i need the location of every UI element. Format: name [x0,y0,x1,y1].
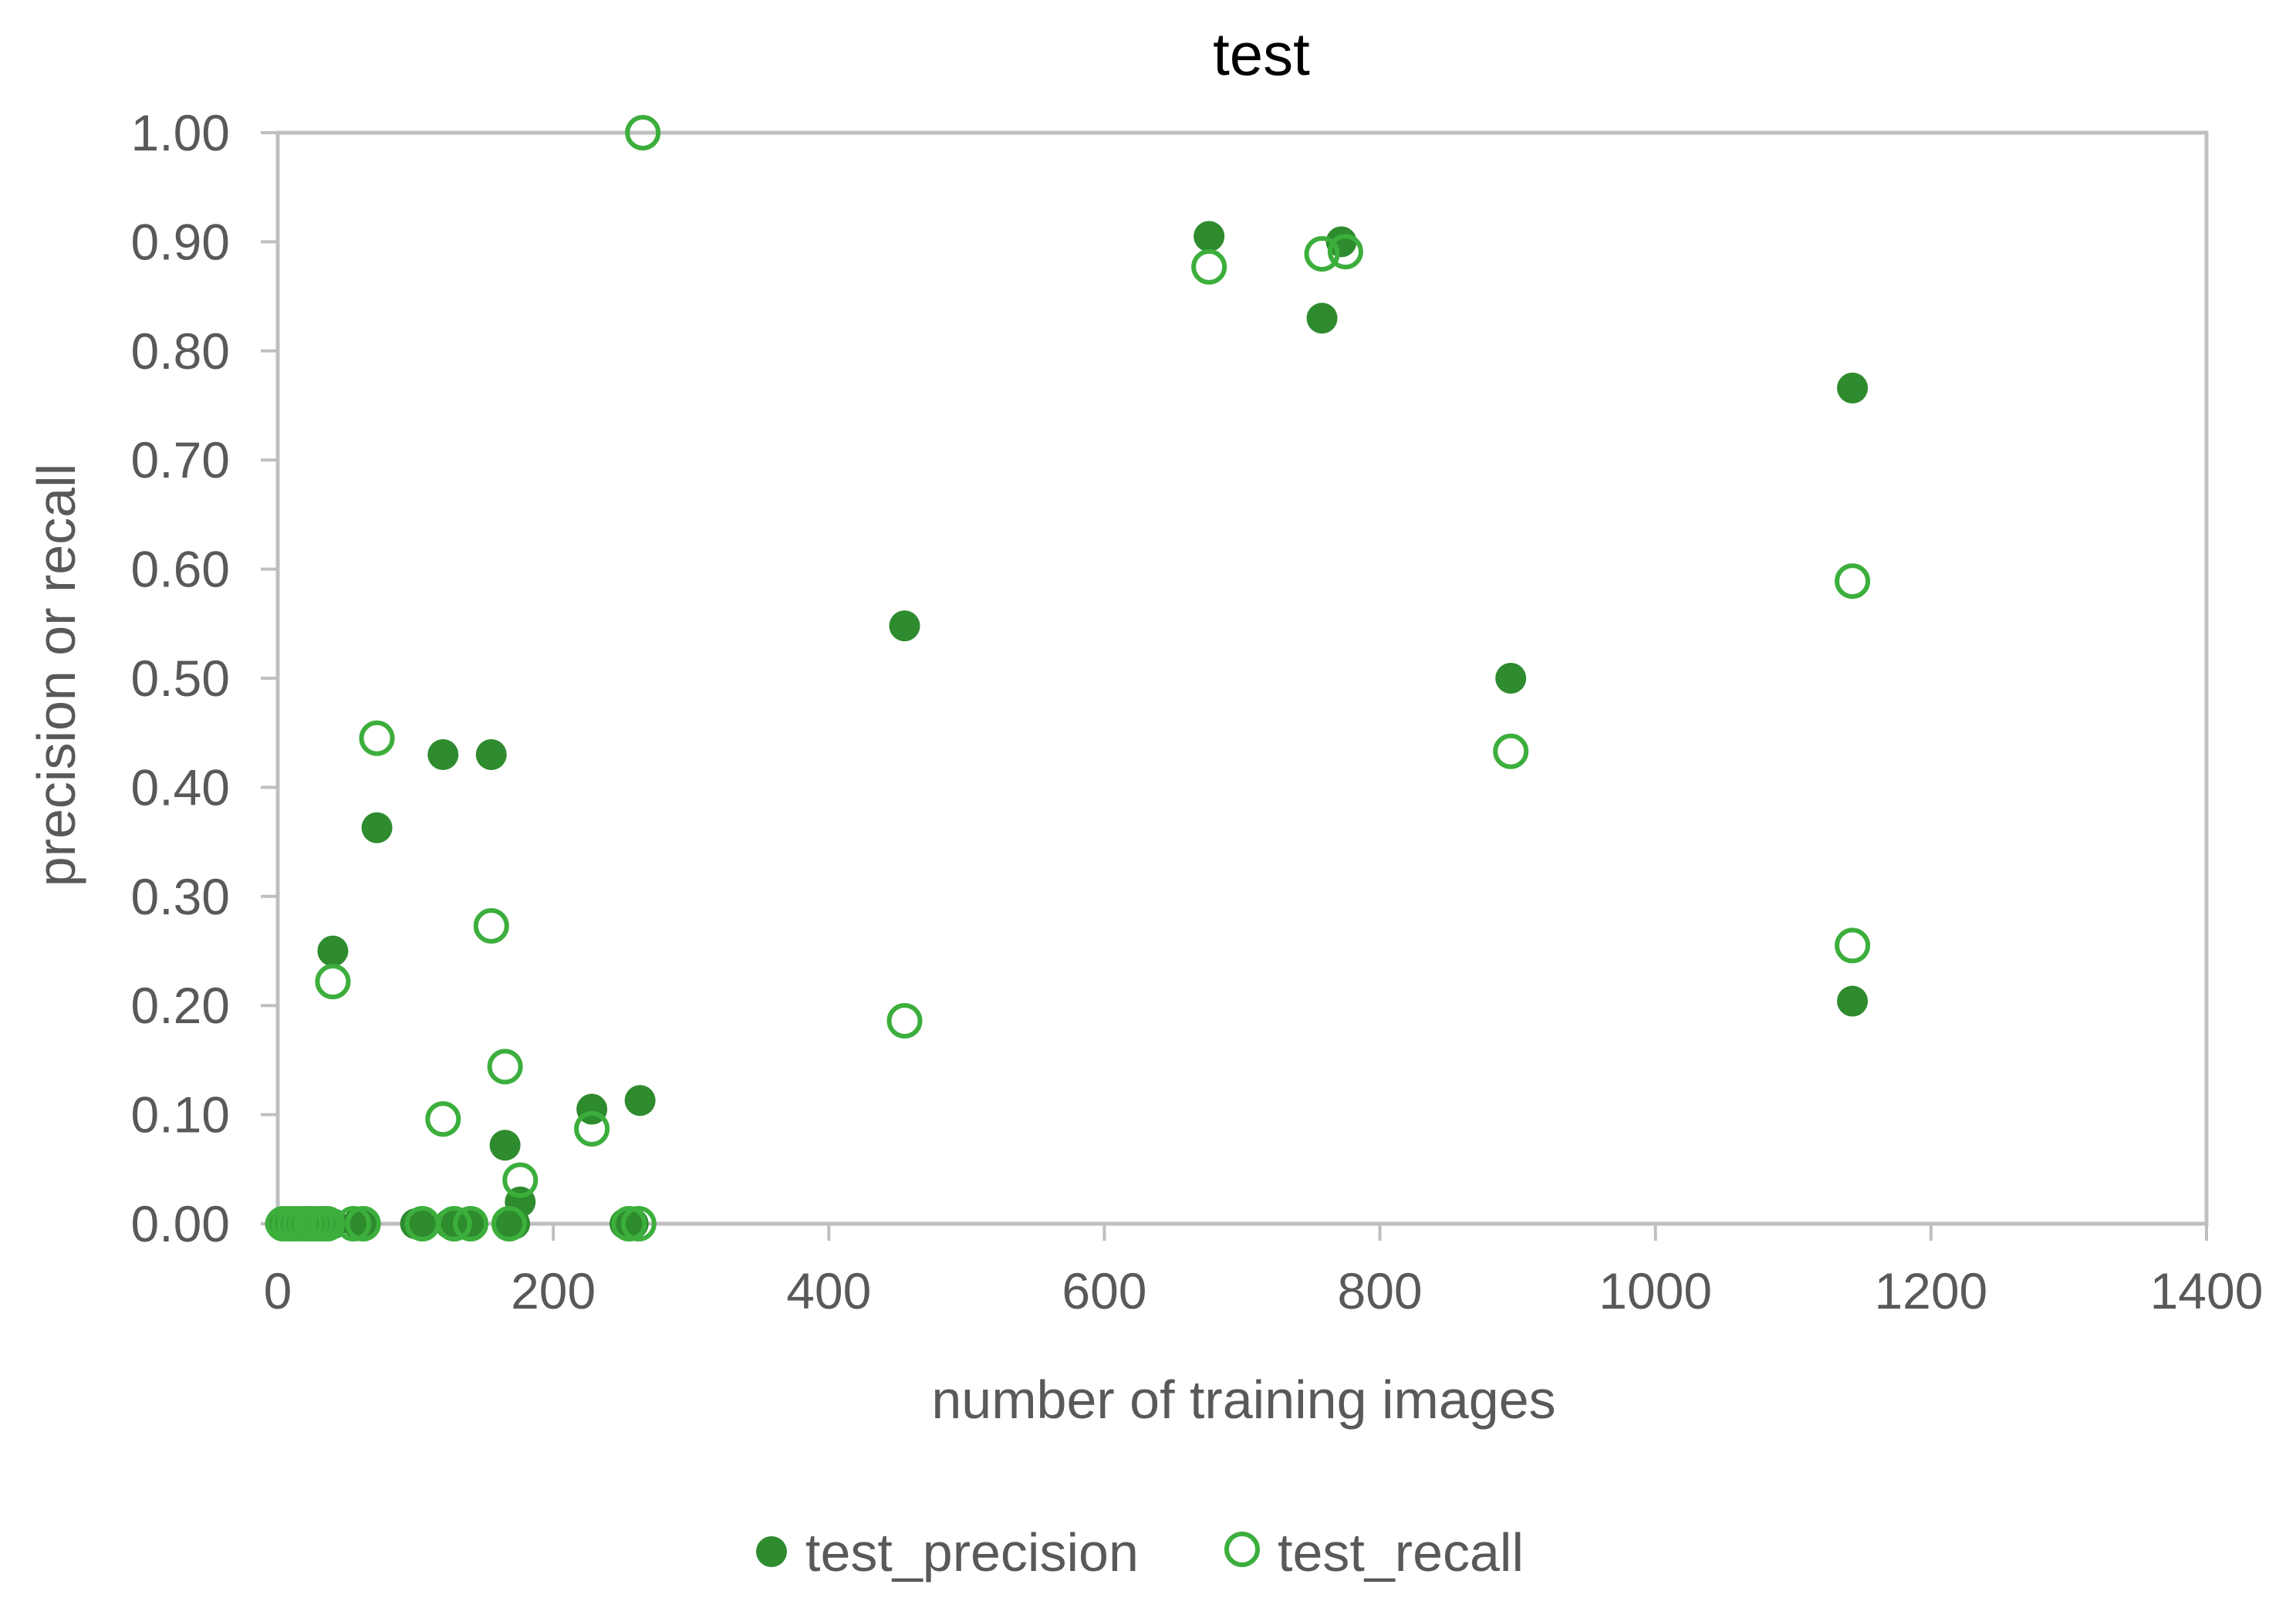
y-tick-label: 0.40 [131,758,230,816]
test_recall-point [309,1206,346,1241]
test_precision-point [407,1208,438,1239]
test_recall-point [345,1206,381,1241]
test_recall-point [425,1101,461,1137]
test_recall-point [1191,248,1227,285]
test_recall-point [886,1002,923,1039]
test_recall-point [359,720,395,756]
y-tick-label: 0.50 [131,650,230,707]
x-tick-label: 1400 [2150,1262,2264,1319]
x-axis-ticks: 0 200 400 600 800 1000 1200 1400 [264,1224,2264,1319]
y-tick-label: 0.20 [131,977,230,1034]
x-tick-label: 400 [786,1262,871,1319]
x-tick-label: 600 [1062,1262,1146,1319]
legend: test_precision test_recall [756,1522,1524,1583]
test_recall-point [491,1206,527,1241]
test_precision-point [427,738,459,770]
y-axis-ticks: 0.00 0.10 0.20 0.30 0.40 0.50 0.60 0.70 0.80 0.90… [131,104,278,1252]
test_recall-point [574,1110,610,1147]
test_precision-point [1495,663,1527,694]
test_recall-point [1835,927,1871,964]
test_recall-point [1304,235,1340,272]
chart-title: test [1213,20,1310,88]
test_precision-point [1306,302,1338,334]
y-tick-label: 0.80 [131,323,230,380]
y-tick-label: 0.60 [131,541,230,598]
test_precision-point [889,610,920,642]
x-tick-label: 1000 [1599,1262,1712,1319]
y-tick-label: 0.00 [131,1195,230,1252]
test_precision-point [1837,985,1869,1017]
test_recall-point [336,1206,372,1241]
test_recall-point [611,1206,647,1241]
test_recall-point [487,1049,523,1085]
y-tick-label: 0.30 [131,868,230,925]
x-tick-label: 800 [1338,1262,1423,1319]
test_precision-point [1837,372,1869,404]
test_precision-point [624,1085,656,1116]
legend-marker-precision [756,1536,787,1567]
y-tick-label: 0.10 [131,1086,230,1144]
test_recall-point [473,907,509,944]
test_recall-point [620,1206,657,1241]
test_precision-point [361,812,393,843]
test_precision-point [489,1130,521,1161]
test_recall-point [1835,563,1871,600]
legend-label-recall: test_recall [1278,1522,1524,1583]
y-axis-label: precision or recall [26,464,86,887]
test_precision-point [347,1208,379,1239]
test_recall-point [502,1162,539,1198]
x-tick-label: 200 [511,1262,596,1319]
y-tick-label: 0.70 [131,431,230,488]
test_precision-point [475,738,507,770]
legend-marker-recall [1224,1532,1260,1567]
test_recall-point [436,1206,472,1241]
y-tick-label: 1.00 [131,104,230,161]
x-tick-label: 0 [264,1262,292,1319]
x-axis-label: number of training images [931,1370,1555,1430]
data-points [265,115,1871,1241]
test_precision-point [1325,226,1357,258]
test_recall-point [453,1206,488,1241]
test_precision-point [1194,221,1225,252]
y-tick-label: 0.90 [131,213,230,270]
test_recall-point [625,115,661,150]
test_recall-point [1493,733,1529,769]
x-tick-label: 1200 [1874,1262,1987,1319]
test_recall-point [315,964,351,1000]
test_precision-point [317,935,349,967]
legend-label-precision: test_precision [805,1522,1139,1583]
test_recall-point [1327,234,1363,270]
series-test_recall [265,115,1871,1241]
